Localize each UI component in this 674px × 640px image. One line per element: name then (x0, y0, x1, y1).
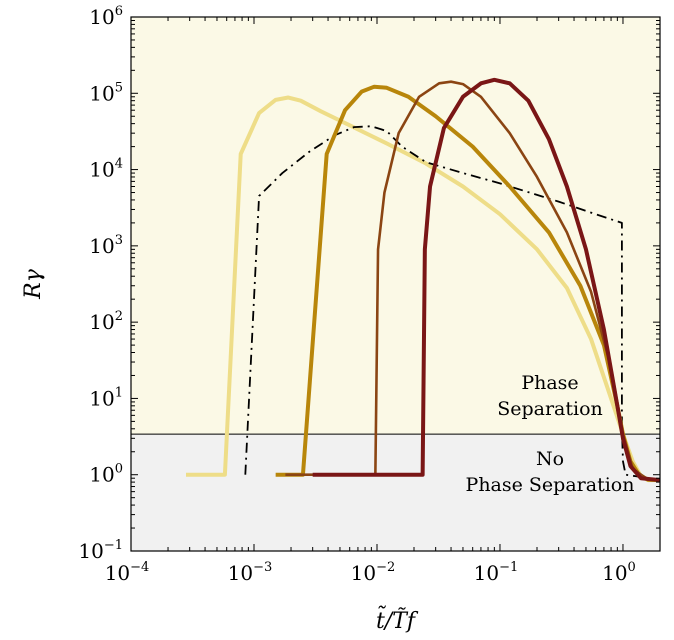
x-tick-label: 10−2 (351, 560, 396, 585)
regions-layer (131, 17, 660, 551)
y-tick-label: 101 (89, 385, 123, 410)
y-axis-title: Rγ (21, 268, 46, 300)
phase-separation-label-line2: Separation (497, 398, 603, 420)
plot-frame-layer (130, 16, 661, 552)
plot-frame (130, 16, 661, 552)
x-axis-title: t̃/T̃f (376, 604, 419, 634)
no-phase-separation-label-line2: Phase Separation (466, 474, 635, 496)
y-tick-label: 106 (89, 4, 123, 29)
phase-separation-region (131, 17, 660, 435)
labels-layer: Phase Separation No Phase Separation t̃/T̃f R… (21, 268, 634, 634)
x-tick-label: 100 (602, 560, 636, 585)
series-line-5 (312, 77, 660, 483)
y-tick-label: 102 (89, 309, 123, 334)
series-layer (186, 77, 660, 483)
y-tick-label: 104 (89, 157, 123, 182)
x-tick-label: 10−3 (228, 560, 273, 585)
x-tick-label: 10−1 (474, 560, 519, 585)
series-line-2 (244, 125, 660, 481)
y-tick-label: 103 (89, 233, 123, 258)
y-tick-label: 10−1 (78, 538, 123, 563)
ticks-layer: 10−4 10−3 10−2 10−1 100 10−1 100 101 102 103 104 10… (78, 4, 661, 585)
phase-separation-label-line1: Phase (521, 372, 578, 394)
y-tick-label: 105 (89, 80, 123, 105)
no-phase-separation-label-line1: No (536, 448, 564, 470)
x-tick-label: 10−4 (105, 560, 150, 585)
y-tick-label: 100 (89, 462, 123, 487)
no-phase-separation-region (131, 434, 660, 551)
